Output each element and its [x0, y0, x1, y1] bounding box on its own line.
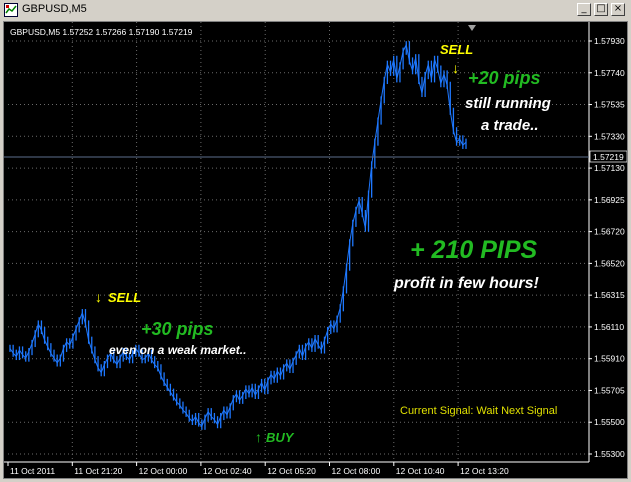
y-tick-label: 1.56315 [594, 290, 625, 300]
shift-marker-icon[interactable] [468, 25, 476, 31]
chart-area[interactable]: 1.57930 1.57740 1.57535 1.57330 1.57130 1.569… [3, 21, 628, 479]
x-tick-label: 12 Oct 10:40 [396, 466, 445, 476]
sell-right-label: SELL [440, 42, 473, 57]
buy-label: BUY [266, 430, 295, 445]
y-tick-label: 1.55910 [594, 354, 625, 364]
price-tag [589, 150, 627, 163]
time-axis: 11 Oct 2011 11 Oct 21:20 12 Oct 00:00 12 Oc… [4, 461, 589, 476]
x-tick-label: 12 Oct 02:40 [203, 466, 252, 476]
big-profit-label: + 210 PIPS [410, 236, 537, 264]
price-series [9, 41, 467, 430]
x-tick-label: 11 Oct 21:20 [74, 466, 122, 476]
pips-left-sublabel: even on a weak market.. [109, 343, 246, 357]
price-chart[interactable]: 1.57930 1.57740 1.57535 1.57330 1.57130 1.569… [4, 22, 628, 479]
close-button[interactable]: × [611, 3, 625, 16]
price-tag-label: 1.57219 [593, 152, 624, 162]
price-line [9, 43, 467, 428]
minimize-button[interactable]: _ [577, 3, 591, 16]
pips-left-label: +30 pips [141, 319, 214, 339]
y-tick-label: 1.55300 [594, 449, 625, 459]
sell-left-label: SELL [108, 290, 141, 305]
x-tick-label: 12 Oct 05:20 [267, 466, 316, 476]
buy-arrow-icon: ↑ [255, 429, 262, 445]
chart-app-icon [4, 3, 18, 17]
current-signal-label: Current Signal: Wait Next Signal [400, 405, 557, 417]
pips-right-label: +20 pips [468, 68, 541, 88]
y-tick-label: 1.56520 [594, 258, 625, 268]
y-tick-label: 1.56720 [594, 227, 625, 237]
x-tick-label: 12 Oct 00:00 [139, 466, 188, 476]
y-tick-label: 1.57130 [594, 163, 625, 173]
y-tick-label: 1.56925 [594, 195, 625, 205]
title-bar[interactable]: GBPUSD,M5 _ □ × [0, 0, 631, 20]
y-tick-label: 1.57330 [594, 131, 625, 141]
pips-right-sublabel-1: still running [465, 95, 551, 112]
buy-annotation: ↑ BUY [255, 429, 295, 445]
pips-right-sublabel-2: a trade.. [481, 117, 539, 134]
sell-arrow-right-icon: ↓ [452, 60, 459, 76]
big-profit-sublabel: profit in few hours! [393, 275, 540, 292]
y-tick-label: 1.57740 [594, 68, 625, 78]
y-tick-label: 1.55500 [594, 417, 625, 427]
chart-header: GBPUSD,M5 1.57252 1.57266 1.57190 1.5721… [10, 27, 193, 37]
y-tick-label: 1.57930 [594, 36, 625, 46]
x-tick-label: 12 Oct 13:20 [460, 466, 509, 476]
y-tick-label: 1.57535 [594, 100, 625, 110]
sell-left-annotation: ↓ SELL [95, 289, 141, 305]
x-tick-label: 12 Oct 08:00 [332, 466, 381, 476]
restore-button[interactable]: □ [594, 3, 608, 16]
grid-lines [8, 22, 589, 462]
x-tick-label: 11 Oct 2011 [10, 466, 55, 476]
y-tick-label: 1.55705 [594, 385, 625, 395]
window-title: GBPUSD,M5 [22, 3, 87, 15]
y-tick-label: 1.56110 [594, 322, 624, 332]
price-axis: 1.57930 1.57740 1.57535 1.57330 1.57130 1.569… [588, 22, 625, 462]
sell-arrow-left-icon: ↓ [95, 289, 102, 305]
